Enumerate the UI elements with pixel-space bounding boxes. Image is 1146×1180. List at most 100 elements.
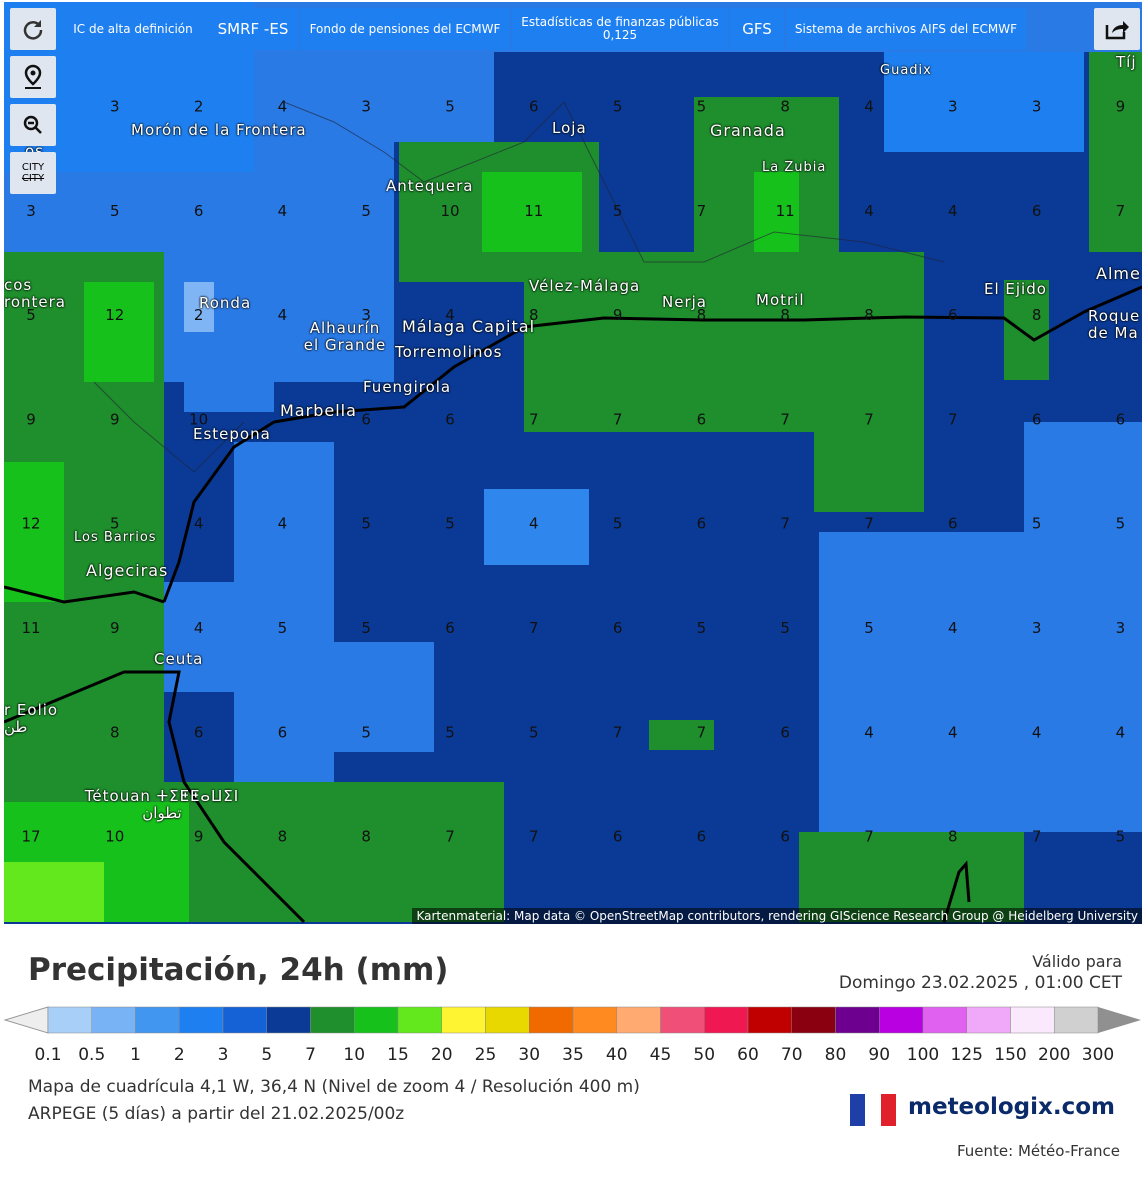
grid-value: 11	[524, 202, 543, 220]
grid-value: 5	[445, 515, 455, 533]
place-label: Granada	[710, 121, 786, 140]
grid-value: 10	[105, 828, 124, 846]
grid-value: 5	[697, 619, 707, 637]
share-button[interactable]	[1094, 8, 1140, 50]
place-label: Alhaurín el Grande	[303, 319, 387, 354]
grid-value: 9	[110, 410, 120, 428]
grid-value: 5	[1032, 515, 1042, 533]
grid-value: 7	[697, 202, 707, 220]
scale-tick-label: 40	[606, 1045, 628, 1065]
model-button[interactable]: Fondo de pensiones del ECMWF	[300, 8, 510, 50]
valid-date: Domingo 23.02.2025 , 01:00 CET	[838, 973, 1122, 993]
grid-value: 5	[26, 306, 36, 324]
grid-value: 7	[864, 515, 874, 533]
scale-swatch	[397, 1006, 442, 1034]
model-button[interactable]: GFS	[730, 8, 784, 50]
grid-value: 5	[1116, 828, 1126, 846]
color-scale: 0.1 0.5 1 2 3 5 7 10 15 20 25 30 35 40 45 50 60 70 80 90 100…	[3, 1006, 1141, 1065]
place-label: Málaga Capital	[402, 317, 536, 336]
scale-tick-label: 25	[475, 1045, 497, 1065]
scale-swatch	[1054, 1006, 1099, 1034]
grid-value: 7	[1116, 202, 1126, 220]
grid-value: 8	[697, 306, 707, 324]
place-label: Los Barrios	[74, 530, 157, 545]
grid-value: 10	[440, 202, 459, 220]
refresh-button[interactable]	[10, 8, 56, 50]
scale-swatch	[266, 1006, 311, 1034]
grid-value: 5	[529, 723, 539, 741]
scale-swatch	[179, 1006, 224, 1034]
scale-tick-label: 300	[1082, 1045, 1114, 1065]
city-label: CITY	[21, 173, 45, 184]
map[interactable]: 3 2 4 3 5 6 5 5 8 4 3 3 9 3 5 6 4 5 10 11 5 7 11 4 4 6 7 5 12 2 4 3 4 8 9 8…	[4, 2, 1142, 924]
grid-value: 4	[1032, 723, 1042, 741]
model-button[interactable]: Estadísticas de finanzas públicas 0,125	[512, 8, 728, 50]
scale-swatch	[747, 1006, 792, 1034]
legend-title: Precipitación, 24h (mm)	[28, 952, 449, 988]
place-label: Marbella	[280, 401, 357, 420]
grid-value: 8	[529, 306, 539, 324]
grid-value: 5	[445, 723, 455, 741]
model-button[interactable]: Sistema de archivos AIFS del ECMWF	[786, 8, 1026, 50]
scale-swatch	[791, 1006, 836, 1034]
grid-value: 6	[780, 723, 790, 741]
place-label: Tétouan ⵜⵉⵟⵟⴰⵡⵉⵏ تطوان	[84, 787, 240, 822]
scale-swatch	[135, 1006, 180, 1034]
grid-value: 12	[21, 515, 40, 533]
grid-value: 4	[864, 723, 874, 741]
grid-value: 11	[21, 619, 40, 637]
grid-value: 3	[1032, 619, 1042, 637]
grid-value: 7	[529, 410, 539, 428]
scale-swatch	[485, 1006, 530, 1034]
grid-value: 4	[278, 202, 288, 220]
grid-value: 5	[361, 723, 371, 741]
scale-tick-label: 5	[261, 1045, 272, 1065]
scale-tick-label: 50	[693, 1045, 715, 1065]
attribution: Kartenmaterial: Map data © OpenStreetMap…	[412, 908, 1142, 924]
grid-value: 4	[278, 515, 288, 533]
place-label: Vélez-Málaga	[529, 277, 641, 295]
location-button[interactable]	[10, 56, 56, 98]
scale-tick-label: 20	[431, 1045, 453, 1065]
place-label: Algeciras	[86, 561, 169, 580]
scale-swatch	[354, 1006, 399, 1034]
scale-swatch	[91, 1006, 136, 1034]
grid-value: 7	[697, 723, 707, 741]
grid-value: 6	[697, 515, 707, 533]
grid-value: 7	[864, 410, 874, 428]
place-label: Antequera	[386, 177, 474, 195]
grid-value: 6	[780, 828, 790, 846]
grid-value: 6	[1032, 410, 1042, 428]
grid-value: 3	[361, 98, 371, 116]
scale-swatch	[966, 1006, 1011, 1034]
scale-tick-label: 150	[994, 1045, 1026, 1065]
scale-swatch	[1010, 1006, 1055, 1034]
place-label: Motril	[756, 291, 805, 309]
grid-value: 7	[529, 828, 539, 846]
grid-value: 9	[110, 619, 120, 637]
grid-value: 3	[110, 98, 120, 116]
grid-value: 6	[613, 619, 623, 637]
scale-tick-label: 0.5	[78, 1045, 105, 1065]
grid-value: 5	[110, 202, 120, 220]
scale-swatch	[47, 1006, 92, 1034]
scale-swatch	[441, 1006, 486, 1034]
grid-value: 4	[529, 515, 539, 533]
grid-value: 8	[278, 828, 288, 846]
scale-swatch	[222, 1006, 267, 1034]
city-toggle[interactable]: CITY CITY	[10, 152, 56, 194]
flag	[850, 1094, 896, 1126]
place-label: Fuengirola	[363, 378, 452, 396]
grid-value: 2	[194, 306, 204, 324]
zoom-button[interactable]	[10, 104, 56, 146]
place-label: r Eolio طن	[4, 701, 59, 736]
grid-value: 6	[1116, 410, 1126, 428]
model-button[interactable]: IC de alta definición	[60, 8, 206, 50]
scale-tick-label: 35	[562, 1045, 584, 1065]
model-button[interactable]: SMRF -ES	[208, 8, 298, 50]
place-label: La Zubia	[762, 160, 827, 175]
grid-value: 5	[361, 619, 371, 637]
grid-value: 4	[864, 202, 874, 220]
grid-value: 6	[1032, 202, 1042, 220]
grid-value: 6	[529, 98, 539, 116]
